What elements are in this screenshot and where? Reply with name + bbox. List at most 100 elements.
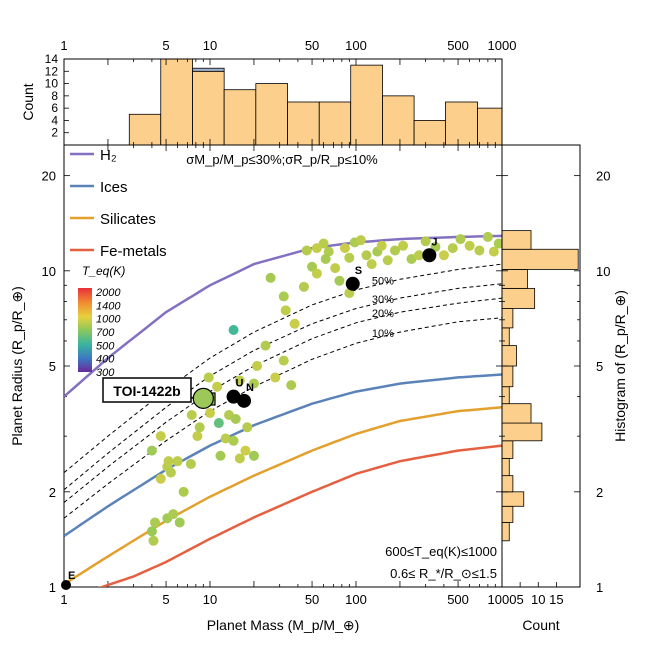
planet-point [286,380,297,391]
legend-h2: H₂ [100,147,117,164]
planet-point [488,246,499,257]
planet-point [474,245,485,256]
solar-planet-label: U [236,378,244,390]
colorbar-tick-label: 500 [96,340,115,352]
right-histogram-y-tick-label: 1 [596,580,603,595]
right-histogram-title: Histogram of (R_p/R_⊕) [612,290,628,442]
solar-planet-label: N [246,382,254,394]
top-histogram-overlay-bar [192,67,225,72]
top-histogram-bar [382,95,415,146]
top-histogram-y-tick-label: 6 [51,101,58,115]
legend-fe-metals: Fe-metals [100,243,167,260]
colorbar-tick-label: 1000 [96,314,121,326]
top-histogram-bar [128,113,162,146]
main-x-tick-label: 500 [447,592,469,607]
top-histogram-bar [223,89,257,146]
right-histogram-y-tick-label: 10 [596,264,610,279]
top-histogram-y-tick-label: 8 [51,89,58,103]
planet-point [194,422,205,433]
top-histogram-bar [255,83,288,146]
solar-system-planets: E U N S J [61,236,437,590]
main-x-tick-label: 5 [162,592,169,607]
dashed-line-10pct [64,317,502,519]
right-histogram-xlabel: Count [522,617,559,633]
planet-point [464,240,475,251]
right-histogram-x-tick-labels: 5 10 15 [517,592,564,607]
planet-point [420,236,431,247]
planet-point [172,456,183,467]
right-histogram-bars [501,230,579,542]
planet-point [165,467,176,478]
planet-point [178,486,189,497]
dashed-line-label: 10% [372,328,394,340]
planet-point [185,458,196,469]
planet-point [320,253,331,264]
right-histogram-y-tick-labels: 1 2 5 10 20 [596,169,610,595]
planet-point [212,381,223,392]
right-histogram-bar [501,491,525,507]
planet-point [203,372,214,383]
main-y-tick-label: 10 [42,264,56,279]
colorbar-tick-label: 700 [96,327,115,339]
right-histogram-bar [501,440,514,459]
planet-point [298,281,309,292]
solar-planet-label: E [68,570,75,582]
planet-point [366,259,377,270]
legend-ices: Ices [100,179,128,196]
right-histogram-bar [501,403,532,424]
top-histogram-x-tick-label: 100 [345,38,367,53]
solar-planet-point [237,393,252,408]
planet-point [186,409,197,420]
planet-point [248,450,259,461]
top-histogram-y-tick-label: 2 [51,126,58,140]
planet-point [339,243,350,254]
planet-point [146,526,157,537]
right-histogram-bar [501,230,532,250]
right-histogram-x-tick-label: 5 [517,592,524,607]
planet-point [406,253,417,264]
main-x-tick-labels: 1 5 10 50 100 500 1000 [60,592,516,607]
planet-point [270,372,281,383]
planet-point [215,450,226,461]
planet-point [455,234,466,245]
top-histogram-tick-labels: 1 5 10 50 100 500 1000 [60,38,516,53]
main-y-tick-label: 20 [42,169,56,184]
planet-point [248,378,259,389]
planet-point [168,509,179,520]
toi-1422b-point [192,387,214,409]
right-histogram-bar [501,269,528,289]
planet-point [355,235,366,246]
top-histogram-bars [128,58,503,146]
right-histogram-x-tick-label: 10 [531,592,545,607]
planet-point [260,340,271,351]
dashed-line-label: 50% [372,275,394,287]
top-histogram-x-tick-label: 50 [305,38,319,53]
planet-point [311,243,322,254]
right-histogram-bar [501,308,514,329]
top-histogram-bar [350,64,383,146]
main-y-tick-label: 2 [49,485,56,500]
top-histogram-ylabel: Count [20,83,36,120]
planet-point [240,445,251,456]
planet-point [230,413,241,424]
dashed-line-label: 20% [372,308,394,320]
right-histogram-bar [501,248,579,270]
right-histogram-bar [501,386,510,405]
planet-point [192,431,203,442]
planet-point [311,268,322,279]
main-x-axis-label: Planet Mass (M_p/M_⊕) [207,617,360,633]
planet-point [280,305,291,316]
top-histogram-bar [287,101,320,146]
top-histogram-y-tick-label: 14 [45,52,59,66]
planet-point [213,418,224,429]
planet-point [301,245,312,256]
planet-point [265,272,276,283]
planet-point [278,291,289,302]
solar-planet-point [345,276,360,291]
right-histogram-x-tick-label: 15 [549,592,563,607]
uncertainty-annotation: σM_p/M_p≤30%;σR_p/R_p≤10% [186,152,378,167]
planet-point [361,250,372,261]
planet-point [390,245,401,256]
